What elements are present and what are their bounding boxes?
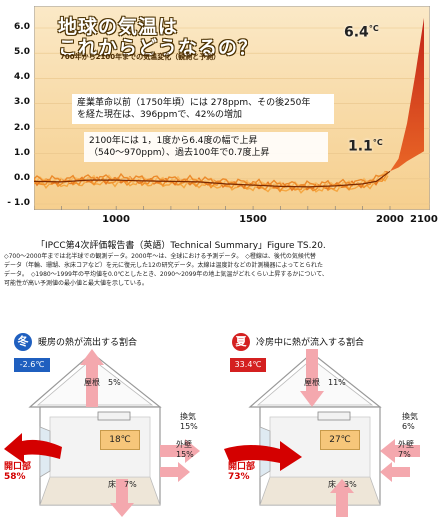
- x-tick-label: 2000: [376, 214, 404, 225]
- observed-line: [34, 170, 391, 188]
- winter-floor-arrow: [110, 479, 134, 517]
- winter-opening-value: 58%: [4, 472, 26, 482]
- source-note-3: データ。 ◇1980～1999年の平均値を0.0℃としたとき、2090～2099…: [4, 271, 328, 278]
- annotation-future-line1: 2100年には 1，1度から6.4度の幅で上昇: [89, 136, 258, 146]
- winter-vent-text: 換気: [180, 412, 196, 421]
- summer-floor-text: 床: [328, 480, 336, 489]
- summer-roof-label: 屋根 11%: [304, 378, 346, 388]
- winter-floor: [39, 476, 161, 506]
- summer-outside-temp: 33.4℃: [230, 358, 266, 372]
- source-note-2: データ（年輪、珊瑚、氷床コアなど）を元に復元した12の研究データ。太線は温度計な…: [4, 262, 323, 269]
- max-projection-label: 6.4°C: [344, 24, 379, 41]
- winter-wall-arrow: [160, 462, 190, 482]
- source-note-1: ◇700～2000年までは北半球での観測データ。2000年～は、全球における予測…: [4, 253, 316, 260]
- summer-wall-text: 外壁: [398, 440, 414, 449]
- winter-floor-value: 7%: [124, 480, 137, 489]
- winter-opening-label: 開口部 58%: [4, 462, 31, 482]
- y-tick-label: 2.0: [14, 122, 30, 133]
- winter-roof-value: 5%: [108, 378, 121, 387]
- source-note-4: 可能性が高い予測値の最小値と最大値を示している。: [4, 280, 148, 287]
- winter-floor-label: 床 7%: [108, 480, 137, 490]
- min-projection-value: 1.1: [348, 138, 373, 155]
- x-tick-label: 2100: [410, 214, 438, 225]
- winter-badge: 冬: [14, 333, 32, 351]
- annotation-current: 産業革命以前（1750年頃）には 278ppm、その後250年 を経た現在は、3…: [72, 94, 334, 124]
- winter-vent-arrow: [160, 439, 200, 463]
- y-tick-label: 0.0: [14, 172, 30, 183]
- summer-floor: [259, 476, 381, 506]
- winter-opening-text: 開口部: [4, 462, 32, 472]
- annotation-future-line2: （540～970ppm）、過去100年で0.7度上昇: [89, 148, 270, 158]
- summer-wall-label: 外壁 7%: [398, 440, 414, 460]
- min-projection-label: 1.1°C: [348, 138, 383, 155]
- summer-vent-text: 換気: [402, 412, 418, 421]
- summer-floor-arrow: [330, 479, 354, 517]
- chart-title-line1: 地球の気温は: [58, 16, 179, 38]
- summer-roof-value: 11%: [328, 378, 346, 387]
- summer-aircon: [317, 411, 351, 421]
- y-tick-label: 3.0: [14, 97, 30, 108]
- winter-wall-label: 外壁 15%: [176, 440, 194, 460]
- summer-wall-arrow: [380, 462, 410, 482]
- annotation-current-line2: を経た現在は、396ppmで、42%の増加: [77, 110, 243, 120]
- y-tick-label: 1.0: [14, 147, 30, 158]
- summer-opening-label: 開口部 73%: [228, 462, 255, 482]
- source-citation: 「IPCC第4次評価報告書（英語）Technical Summary」Figur…: [36, 241, 326, 251]
- annotation-current-line1: 産業革命以前（1750年頃）には 278ppm、その後250年: [77, 98, 311, 108]
- chart-subtitle: 700年から2100年までの気温変化（観測と予測）: [60, 53, 221, 61]
- winter-vent-value: 15%: [180, 422, 198, 431]
- y-tick-label: 4.0: [14, 72, 30, 83]
- summer-roof-text: 屋根: [304, 378, 320, 387]
- projection-fan: [390, 17, 424, 172]
- summer-vent-label: 換気 6%: [402, 412, 418, 432]
- summer-roof-arrow: [300, 349, 324, 407]
- winter-aircon: [97, 411, 131, 421]
- annotation-future: 2100年には 1，1度から6.4度の幅で上昇 （540～970ppm）、過去1…: [84, 132, 328, 162]
- y-tick-label: 6.0: [14, 22, 30, 32]
- summer-floor-label: 床 3%: [328, 480, 357, 490]
- max-projection-unit: °C: [368, 24, 379, 33]
- winter-room-temp: 18℃: [100, 430, 140, 450]
- minor-x-ticks: [34, 206, 391, 210]
- max-projection-value: 6.4: [344, 24, 369, 41]
- summer-vent-value: 6%: [402, 422, 415, 431]
- summer-badge: 夏: [232, 333, 250, 351]
- y-tick-label: 5.0: [14, 47, 30, 58]
- x-tick-label: 1000: [102, 214, 130, 225]
- summer-opening-arrow: [224, 441, 302, 471]
- winter-roof-arrow: [80, 349, 104, 407]
- reconstruction-band: [34, 171, 389, 189]
- summer-opening-text: 開口部: [228, 462, 256, 472]
- summer-vent-arrow: [380, 439, 420, 463]
- x-tick-label: 1500: [239, 214, 267, 225]
- summer-room-temp: 27℃: [320, 430, 360, 450]
- winter-wall-text: 外壁: [176, 440, 192, 449]
- reconstruction-band: [34, 171, 389, 193]
- winter-title: 暖房の熱が流出する割合: [38, 338, 138, 348]
- summer-title: 冷房中に熱が流入する割合: [256, 338, 365, 348]
- winter-roof-text: 屋根: [84, 378, 100, 387]
- winter-floor-text: 床: [108, 480, 116, 489]
- chart-title-line2: これからどうなるの？: [58, 37, 259, 59]
- min-projection-unit: °C: [372, 138, 383, 147]
- winter-opening-arrow: [4, 433, 62, 463]
- summer-opening-value: 73%: [228, 472, 250, 482]
- winter-roof-label: 屋根 5%: [84, 378, 121, 388]
- winter-wall-value: 15%: [176, 450, 194, 459]
- winter-outside-temp: -2.6℃: [14, 358, 50, 372]
- summer-floor-value: 3%: [344, 480, 357, 489]
- summer-wall-value: 7%: [398, 450, 411, 459]
- winter-vent-label: 換気 15%: [180, 412, 198, 432]
- y-tick-label: - 1.0: [7, 198, 30, 208]
